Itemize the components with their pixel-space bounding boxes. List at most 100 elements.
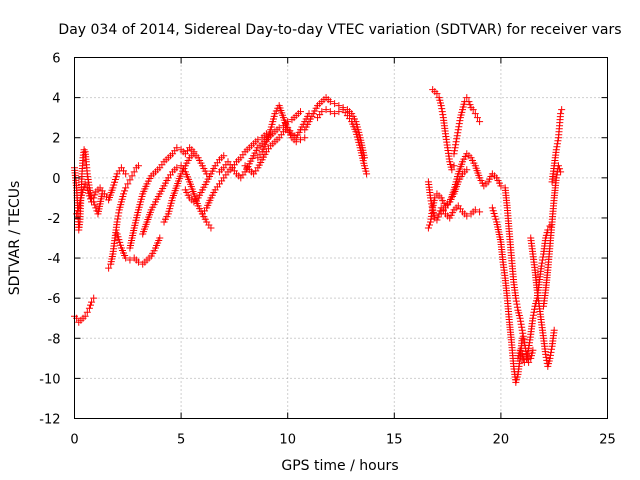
x-tick-label: 5 [177, 433, 185, 448]
data-point [520, 358, 528, 366]
data-point [471, 110, 479, 118]
chart-title: Day 034 of 2014, Sidereal Day-to-day VTE… [58, 22, 621, 38]
data-point [463, 166, 471, 174]
x-tick-labels: 0 5 10 15 20 25 [70, 433, 615, 448]
y-tick-label: 0 [52, 172, 60, 187]
data-point [114, 215, 122, 223]
data-point [546, 351, 554, 359]
y-axis-title: SDTVAR / TECUs [7, 181, 23, 296]
data-point [173, 144, 181, 152]
data-point [452, 141, 460, 149]
y-tick-label: -12 [39, 413, 60, 428]
data-point [331, 100, 339, 108]
data-point [122, 254, 130, 262]
data-point [83, 308, 91, 316]
data-point [296, 136, 304, 144]
data-point [453, 135, 461, 143]
data-point [122, 170, 130, 178]
data-point [519, 329, 527, 337]
data-point [476, 118, 484, 126]
y-tick-labels: -12 -10 -8 -6 -4 -2 0 2 4 6 [39, 52, 60, 428]
data-point [529, 314, 537, 322]
data-point [326, 108, 334, 116]
data-point [120, 190, 128, 198]
data-point [452, 138, 460, 146]
data-point [114, 212, 122, 220]
data-point [466, 101, 474, 109]
x-tick-label: 20 [493, 433, 510, 448]
data-point [530, 308, 538, 316]
data-point [557, 110, 565, 118]
data-point [438, 105, 446, 113]
data-point [539, 253, 547, 261]
data-point [451, 144, 459, 152]
data-point [513, 300, 521, 308]
data-point [81, 180, 89, 188]
data-point [538, 259, 546, 267]
data-point [454, 129, 462, 137]
data-point [450, 162, 458, 170]
data-point [322, 106, 330, 114]
data-point [448, 166, 456, 174]
x-tick-label: 0 [70, 433, 78, 448]
axis-ticks [74, 57, 608, 419]
data-point [85, 304, 93, 312]
data-point [128, 172, 136, 180]
data-point [115, 209, 123, 217]
data-point [122, 184, 130, 192]
data-point [455, 120, 463, 128]
data-point [91, 201, 99, 209]
x-tick-label: 10 [279, 433, 296, 448]
x-tick-label: 25 [599, 433, 616, 448]
data-point [173, 164, 181, 172]
data-point [85, 192, 93, 200]
y-tick-label: -2 [48, 212, 61, 227]
y-tick-label: 6 [52, 52, 60, 67]
data-point [86, 195, 94, 203]
data-point [88, 298, 96, 306]
data-point [156, 234, 164, 242]
y-tick-label: -4 [48, 252, 61, 267]
data-point [516, 314, 524, 322]
data-point [220, 152, 228, 160]
data-point [516, 346, 524, 354]
data-point [437, 102, 445, 110]
data-point [134, 162, 142, 170]
data-point [520, 335, 528, 343]
data-point [518, 323, 526, 331]
data-point [301, 134, 309, 142]
data-point [546, 354, 554, 362]
data-point [326, 98, 334, 106]
data-point [450, 150, 458, 158]
y-tick-label: -6 [48, 292, 61, 307]
data-point [91, 191, 99, 199]
data-point [538, 256, 546, 264]
x-tick-label: 15 [386, 433, 403, 448]
data-point [453, 132, 461, 140]
data-point [126, 256, 134, 264]
data-point [130, 168, 138, 176]
data-point [529, 311, 537, 319]
data-point [554, 137, 562, 145]
data-point [80, 183, 88, 191]
data-point [463, 212, 471, 220]
data-point [550, 326, 558, 334]
grid [74, 57, 608, 419]
data-point [517, 317, 525, 325]
data-point [518, 326, 526, 334]
data-point [552, 146, 560, 154]
data-point [547, 348, 555, 356]
data-point [275, 124, 283, 132]
data-point [476, 208, 484, 216]
data-point [473, 114, 481, 122]
data-point [254, 136, 262, 144]
data-point [363, 170, 371, 178]
data-point [318, 108, 326, 116]
data-point [438, 108, 446, 116]
data-point [126, 176, 134, 184]
data-point [456, 117, 464, 125]
data-point [553, 140, 561, 148]
data-point [553, 143, 561, 151]
data-point [90, 194, 98, 202]
